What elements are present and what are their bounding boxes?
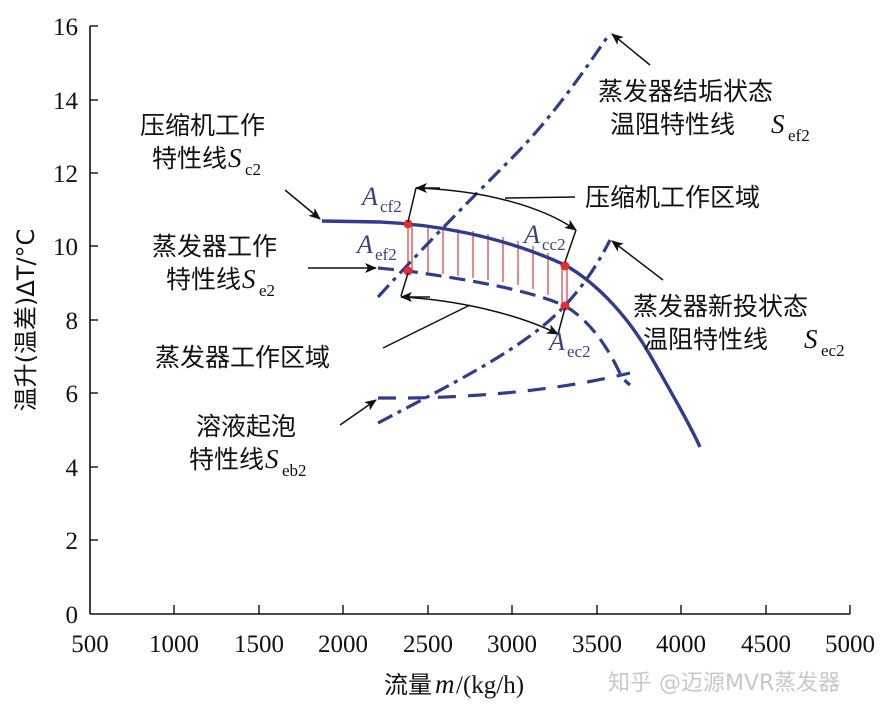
x-tick-5000: 5000 bbox=[825, 631, 875, 658]
svg-text:S: S bbox=[265, 444, 279, 474]
svg-text:S: S bbox=[804, 324, 818, 354]
x-tick-1000: 1000 bbox=[149, 631, 199, 658]
annotation-compressor-region: 压缩机工作区域 bbox=[585, 183, 760, 212]
x-axis-title-symbol: m bbox=[435, 669, 455, 699]
x-axis bbox=[90, 605, 851, 615]
svg-text:蒸发器结垢状态: 蒸发器结垢状态 bbox=[598, 77, 773, 106]
svg-text:A: A bbox=[360, 182, 378, 211]
svg-text:S: S bbox=[242, 264, 256, 294]
callout-arrows bbox=[284, 33, 664, 426]
annotation-s-c2: 压缩机工作 特性线 S c2 bbox=[140, 111, 265, 179]
y-tick-2: 2 bbox=[66, 528, 79, 555]
y-tick-4: 4 bbox=[66, 455, 79, 482]
svg-text:eb2: eb2 bbox=[282, 461, 307, 480]
svg-text:A: A bbox=[355, 230, 373, 259]
label-a-cc2: A cc2 bbox=[522, 220, 566, 254]
y-axis-title: 温升(温差)ΔT/°C bbox=[12, 229, 40, 412]
annotation-s-e2: 蒸发器工作 特性线 S e2 bbox=[152, 232, 277, 300]
compressor-region-bracket bbox=[407, 183, 577, 263]
svg-text:e2: e2 bbox=[259, 281, 275, 300]
curve-s-ef2 bbox=[376, 32, 612, 299]
x-tick-3000: 3000 bbox=[487, 631, 537, 658]
svg-text:cc2: cc2 bbox=[542, 235, 566, 254]
point-a-ef2 bbox=[403, 266, 413, 276]
annotation-s-ec2: 蒸发器新投状态 温阻特性线 S ec2 bbox=[633, 292, 845, 360]
curve-s-c2 bbox=[321, 219, 702, 448]
x-tick-1500: 1500 bbox=[234, 631, 284, 658]
curve-s-ec2 bbox=[377, 239, 612, 425]
svg-text:ef2: ef2 bbox=[788, 126, 810, 145]
svg-text:溶液起泡: 溶液起泡 bbox=[196, 412, 296, 441]
x-tick-4500: 4500 bbox=[741, 631, 791, 658]
x-tick-500: 500 bbox=[71, 631, 109, 658]
svg-text:温阻特性线: 温阻特性线 bbox=[610, 110, 735, 139]
y-tick-0: 0 bbox=[66, 602, 79, 629]
y-tick-labels: 0 2 4 6 8 10 12 14 16 bbox=[53, 14, 79, 629]
point-a-cc2 bbox=[560, 261, 570, 271]
x-axis-title-unit: /(kg/h) bbox=[456, 672, 524, 699]
point-a-ec2 bbox=[560, 301, 570, 311]
label-a-cf2: A cf2 bbox=[360, 182, 402, 216]
svg-text:S: S bbox=[228, 143, 242, 173]
annotation-evaporator-region: 蒸发器工作区域 bbox=[155, 343, 330, 372]
y-tick-8: 8 bbox=[66, 308, 79, 335]
x-axis-title-cn: 流量 bbox=[384, 671, 432, 699]
svg-text:S: S bbox=[771, 109, 785, 139]
annotation-s-ef2: 蒸发器结垢状态 温阻特性线 S ef2 bbox=[598, 77, 810, 145]
svg-text:ef2: ef2 bbox=[375, 245, 397, 264]
intersection-points bbox=[403, 219, 570, 311]
svg-text:压缩机工作: 压缩机工作 bbox=[140, 111, 265, 140]
x-tick-4000: 4000 bbox=[656, 631, 706, 658]
y-tick-10: 10 bbox=[53, 234, 78, 261]
svg-text:A: A bbox=[522, 220, 540, 249]
y-tick-6: 6 bbox=[66, 381, 79, 408]
evaporator-region-bracket bbox=[382, 272, 566, 349]
svg-text:特性线: 特性线 bbox=[152, 144, 227, 173]
svg-text:ec2: ec2 bbox=[821, 341, 845, 360]
svg-text:ec2: ec2 bbox=[567, 342, 591, 361]
y-tick-12: 12 bbox=[53, 161, 78, 188]
label-a-ef2: A ef2 bbox=[355, 230, 397, 264]
label-a-ec2: A ec2 bbox=[547, 327, 591, 361]
point-a-cf2 bbox=[403, 219, 413, 229]
svg-text:A: A bbox=[547, 327, 565, 356]
svg-text:c2: c2 bbox=[245, 160, 261, 179]
x-tick-labels: 500 1000 1500 2000 2500 3000 3500 4000 4… bbox=[71, 631, 875, 658]
x-tick-3500: 3500 bbox=[572, 631, 622, 658]
svg-text:蒸发器工作: 蒸发器工作 bbox=[152, 232, 277, 261]
x-axis-title: 流量 m /(kg/h) bbox=[384, 669, 524, 699]
svg-text:特性线: 特性线 bbox=[189, 445, 264, 474]
y-tick-16: 16 bbox=[53, 14, 78, 41]
curve-s-eb2 bbox=[378, 371, 631, 400]
watermark: 知乎 @迈源MVR蒸发器 bbox=[608, 671, 840, 696]
y-tick-14: 14 bbox=[53, 88, 79, 115]
svg-text:温阻特性线: 温阻特性线 bbox=[643, 325, 768, 354]
svg-text:蒸发器新投状态: 蒸发器新投状态 bbox=[633, 292, 808, 321]
x-tick-2000: 2000 bbox=[318, 631, 368, 658]
annotation-s-eb2: 溶液起泡 特性线 S eb2 bbox=[189, 412, 307, 480]
x-tick-2500: 2500 bbox=[403, 631, 453, 658]
svg-text:特性线: 特性线 bbox=[166, 265, 241, 294]
y-axis bbox=[89, 25, 98, 614]
svg-text:cf2: cf2 bbox=[380, 197, 402, 216]
